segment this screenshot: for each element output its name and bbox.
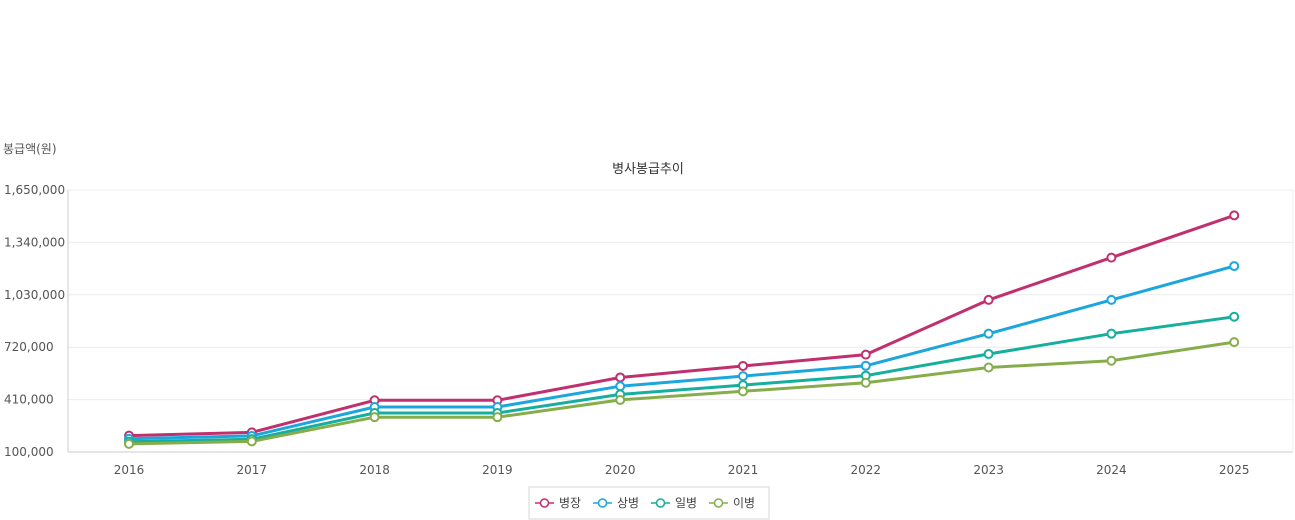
x-tick-label: 2021 xyxy=(728,463,759,477)
legend-item-label[interactable]: 병장 xyxy=(559,496,581,510)
data-point[interactable] xyxy=(983,362,994,373)
x-tick-label: 2016 xyxy=(114,463,145,477)
x-axis: 2016 2017 2018 2019 2020 2021 2022 2023 2024 2025 xyxy=(114,463,1250,477)
legend-item-label[interactable]: 이병 xyxy=(733,496,755,510)
legend-marker xyxy=(539,498,550,508)
data-point[interactable] xyxy=(1106,355,1117,366)
x-tick-label: 2019 xyxy=(482,463,513,477)
data-point[interactable] xyxy=(615,381,626,392)
data-point[interactable] xyxy=(246,436,257,447)
data-point[interactable] xyxy=(1229,337,1240,348)
series-line-2 xyxy=(128,264,1235,441)
series-lines xyxy=(128,213,1235,446)
legend-item-label[interactable]: 일병 xyxy=(675,496,697,510)
data-point[interactable] xyxy=(1106,328,1117,339)
legend-item-label[interactable]: 상병 xyxy=(617,496,639,510)
data-point[interactable] xyxy=(738,360,748,371)
data-point[interactable] xyxy=(369,412,380,423)
data-point[interactable] xyxy=(615,372,626,383)
y-tick-label: 100,000 xyxy=(4,445,54,459)
x-tick-label: 2023 xyxy=(973,463,1004,477)
y-tick-label: 1,340,000 xyxy=(4,235,65,249)
legend-marker xyxy=(597,498,608,508)
legend: 병장 상병 일병 이병 xyxy=(528,486,770,520)
chart-title: 병사봉급추이 xyxy=(612,162,684,177)
legend-marker xyxy=(713,498,724,508)
series-line-3 xyxy=(128,315,1235,444)
grid xyxy=(67,189,1294,453)
data-point[interactable] xyxy=(615,394,626,405)
data-point[interactable] xyxy=(1229,311,1240,322)
data-point[interactable] xyxy=(738,386,748,397)
y-tick-label: 720,000 xyxy=(4,340,54,354)
legend-marker xyxy=(655,498,666,508)
x-tick-label: 2024 xyxy=(1096,463,1127,477)
data-point[interactable] xyxy=(1106,294,1117,305)
data-point[interactable] xyxy=(1229,261,1240,272)
x-tick-label: 2018 xyxy=(359,463,390,477)
series-line-4 xyxy=(128,340,1235,446)
data-point[interactable] xyxy=(983,294,994,305)
data-point[interactable] xyxy=(860,377,871,388)
data-point[interactable] xyxy=(738,371,748,382)
x-tick-label: 2025 xyxy=(1219,463,1250,477)
y-tick-label: 410,000 xyxy=(4,393,54,407)
y-axis-label: 봉급액(원) xyxy=(3,142,57,156)
x-tick-label: 2017 xyxy=(237,463,268,477)
data-point[interactable] xyxy=(983,348,994,359)
data-point[interactable] xyxy=(124,438,134,449)
legend-box xyxy=(528,486,770,520)
x-tick-label: 2022 xyxy=(851,463,882,477)
data-point[interactable] xyxy=(860,360,871,371)
y-tick-label: 1,650,000 xyxy=(4,183,65,197)
data-point[interactable] xyxy=(1106,252,1117,263)
series-points xyxy=(124,210,1240,449)
data-point[interactable] xyxy=(492,412,503,423)
x-tick-label: 2020 xyxy=(605,463,636,477)
data-point[interactable] xyxy=(860,349,871,360)
series-line-1 xyxy=(128,213,1235,438)
data-point[interactable] xyxy=(1229,210,1240,221)
y-tick-label: 1,030,000 xyxy=(4,288,65,302)
y-axis: 100,000 410,000 720,000 1,030,000 1,340,000 1… xyxy=(4,183,65,459)
data-point[interactable] xyxy=(983,328,994,339)
